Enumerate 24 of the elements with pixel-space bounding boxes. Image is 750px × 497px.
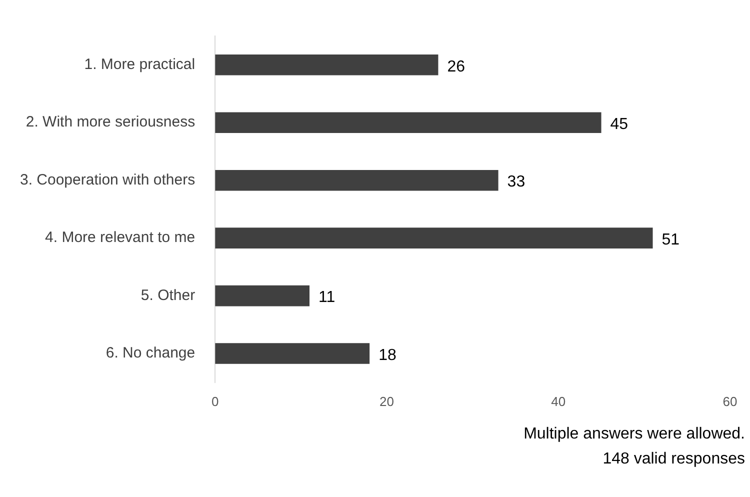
x-tick-label: 0 (211, 394, 219, 409)
y-tick-label: 3. Cooperation with others (20, 171, 196, 188)
bar (215, 285, 310, 306)
bar (215, 54, 438, 76)
y-tick-label: 5. Other (140, 286, 196, 304)
text: 148 valid responses (602, 450, 745, 468)
y-tick-label: 1. More practical (84, 56, 196, 74)
data-label: 26 (447, 58, 466, 76)
bar (215, 343, 370, 364)
x-tick-label: 40 (551, 394, 566, 409)
x-tick-label: 20 (380, 394, 394, 409)
text: Multiple answers were allowed. (524, 425, 745, 442)
data-label: 11 (318, 289, 336, 306)
data-label: 51 (662, 231, 680, 248)
y-tick-label: 6. No change (106, 344, 196, 362)
y-tick-label: 4. More relevant to me (45, 229, 196, 246)
bar (215, 228, 653, 248)
bar (215, 170, 498, 191)
data-label: 18 (378, 346, 396, 364)
bar (215, 112, 602, 133)
data-label: 45 (610, 116, 628, 134)
x-tick-label: 60 (722, 394, 738, 409)
data-label: 33 (507, 174, 526, 191)
y-tick-label: 2. With more seriousness (26, 114, 196, 131)
